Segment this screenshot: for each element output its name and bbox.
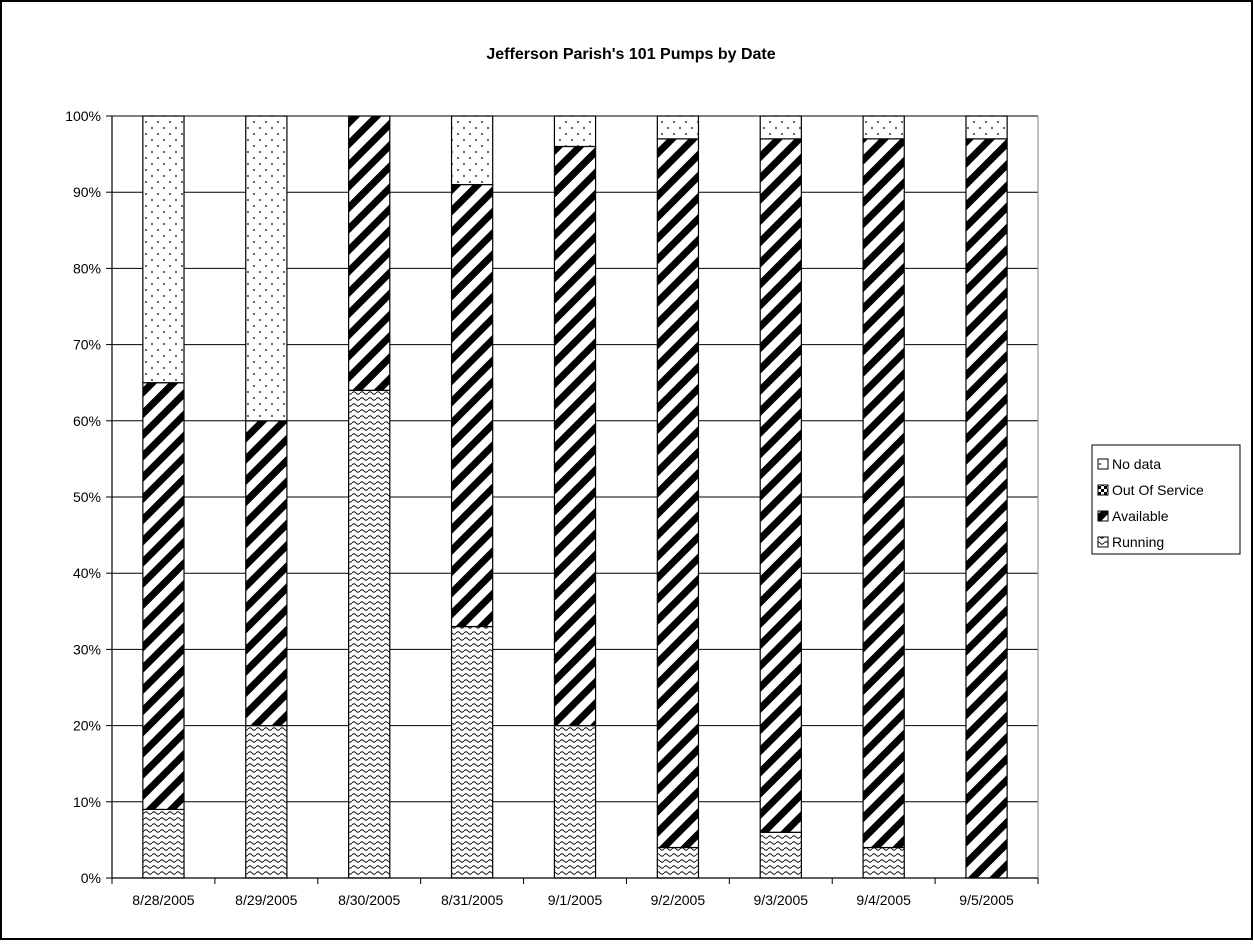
bar-segment xyxy=(656,846,700,879)
bar-segment xyxy=(142,115,185,384)
bar-segment xyxy=(553,724,597,879)
y-tick-label: 80% xyxy=(73,260,101,276)
x-tick-label: 8/28/2005 xyxy=(132,892,194,908)
y-tick-label: 100% xyxy=(65,108,101,124)
legend-label: Out Of Service xyxy=(1112,482,1204,498)
legend-box xyxy=(1091,444,1241,555)
bar-segment xyxy=(450,183,494,628)
y-tick-label: 30% xyxy=(73,641,101,657)
bar-segment xyxy=(862,138,905,849)
bar-segment xyxy=(862,115,905,140)
bar-segment xyxy=(348,389,391,879)
bar-segment xyxy=(245,420,288,727)
bar-segment xyxy=(759,831,802,879)
bar-segment xyxy=(553,115,597,148)
legend-label: Available xyxy=(1112,508,1169,524)
bar-segment xyxy=(348,115,391,391)
bars xyxy=(142,115,1008,879)
y-tick-label: 70% xyxy=(73,337,101,353)
bar-segment xyxy=(656,115,700,140)
y-tick-label: 90% xyxy=(73,184,101,200)
bar-segment xyxy=(245,724,288,879)
bar-segment xyxy=(759,115,802,140)
y-tick-label: 0% xyxy=(81,870,101,886)
legend-swatch xyxy=(1097,484,1109,496)
legend-label: No data xyxy=(1112,456,1161,472)
legend-swatch xyxy=(1097,458,1109,470)
x-tick-label: 9/2/2005 xyxy=(651,892,706,908)
bar-segment xyxy=(450,115,494,186)
x-tick-label: 9/3/2005 xyxy=(754,892,809,908)
bar-segment xyxy=(245,115,288,422)
legend-swatch xyxy=(1097,536,1109,548)
bar-segment xyxy=(142,382,185,811)
chart-title: Jefferson Parish's 101 Pumps by Date xyxy=(486,46,775,63)
bar-segment xyxy=(862,846,905,879)
x-tick-label: 8/31/2005 xyxy=(441,892,503,908)
y-tick-label: 40% xyxy=(73,565,101,581)
x-tick-label: 8/30/2005 xyxy=(338,892,400,908)
x-tick-label: 9/1/2005 xyxy=(548,892,603,908)
y-tick-label: 20% xyxy=(73,718,101,734)
legend-swatch xyxy=(1097,510,1109,522)
bar-segment xyxy=(656,138,700,849)
bar-segment xyxy=(759,138,802,833)
bar-segment xyxy=(142,808,185,879)
x-tick-label: 8/29/2005 xyxy=(235,892,297,908)
bar-segment xyxy=(965,115,1008,140)
axes: 0% 10% 20% 30% 40% 50% 60% 70% 80% 90% 100% 8/28/20… xyxy=(65,108,1039,908)
y-tick-label: 60% xyxy=(73,413,101,429)
x-tick-label: 9/4/2005 xyxy=(856,892,911,908)
x-tick-label: 9/5/2005 xyxy=(959,892,1014,908)
legend-label: Running xyxy=(1112,534,1164,550)
legend: No data Out Of Service Available Running xyxy=(1091,444,1241,555)
bar-segment xyxy=(450,625,494,879)
bar-segment xyxy=(965,138,1008,879)
y-tick-label: 50% xyxy=(73,489,101,505)
y-tick-label: 10% xyxy=(73,794,101,810)
bar-segment xyxy=(553,145,597,727)
